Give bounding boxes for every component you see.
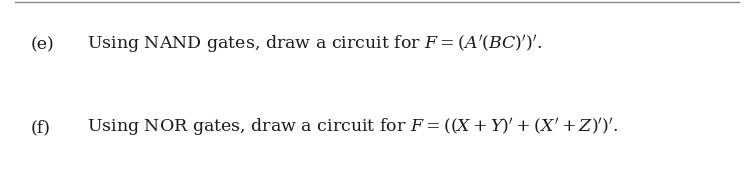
Text: (e): (e) [30,36,54,53]
Text: Using NOR gates, draw a circuit for $F = ((X + Y)' + (X' + Z)')'$.: Using NOR gates, draw a circuit for $F =… [87,117,618,139]
Text: Using NAND gates, draw a circuit for $F = (A'(BC)')'$.: Using NAND gates, draw a circuit for $F … [87,33,542,56]
Text: (f): (f) [30,120,51,137]
